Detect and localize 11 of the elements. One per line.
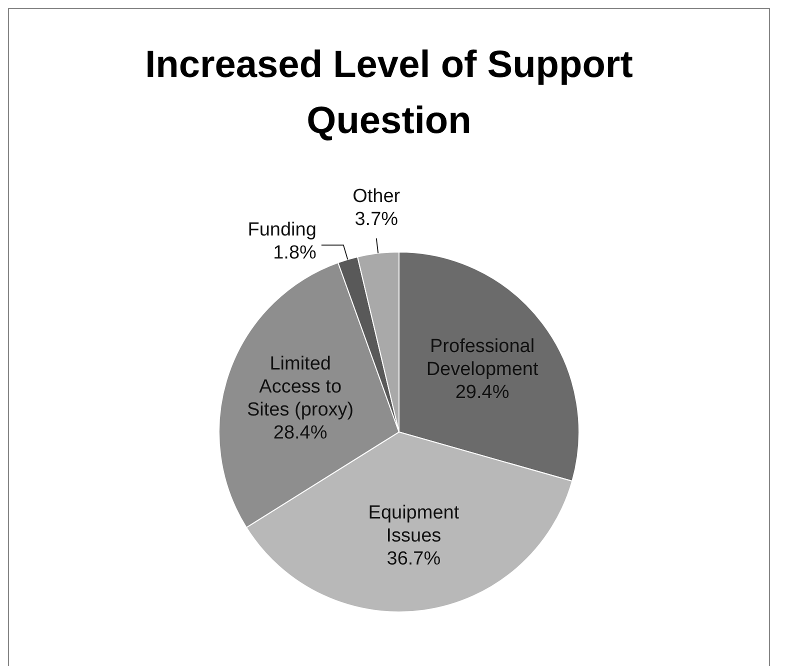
slice-label: Limited Access to Sites (proxy) — [247, 352, 354, 420]
chart-title: Increased Level of Support Question — [144, 43, 634, 144]
slice-label: Equipment Issues — [368, 502, 460, 546]
data-label: 36.7% — [386, 548, 441, 569]
slice-label: Professional Development — [426, 336, 539, 380]
slice-label: Other — [352, 185, 401, 206]
data-label: 28.4% — [273, 422, 328, 443]
slice-label: Funding — [248, 219, 316, 240]
data-label: 29.4% — [455, 382, 510, 403]
data-label: 3.7% — [354, 208, 398, 230]
data-label: 1.8% — [273, 242, 317, 264]
